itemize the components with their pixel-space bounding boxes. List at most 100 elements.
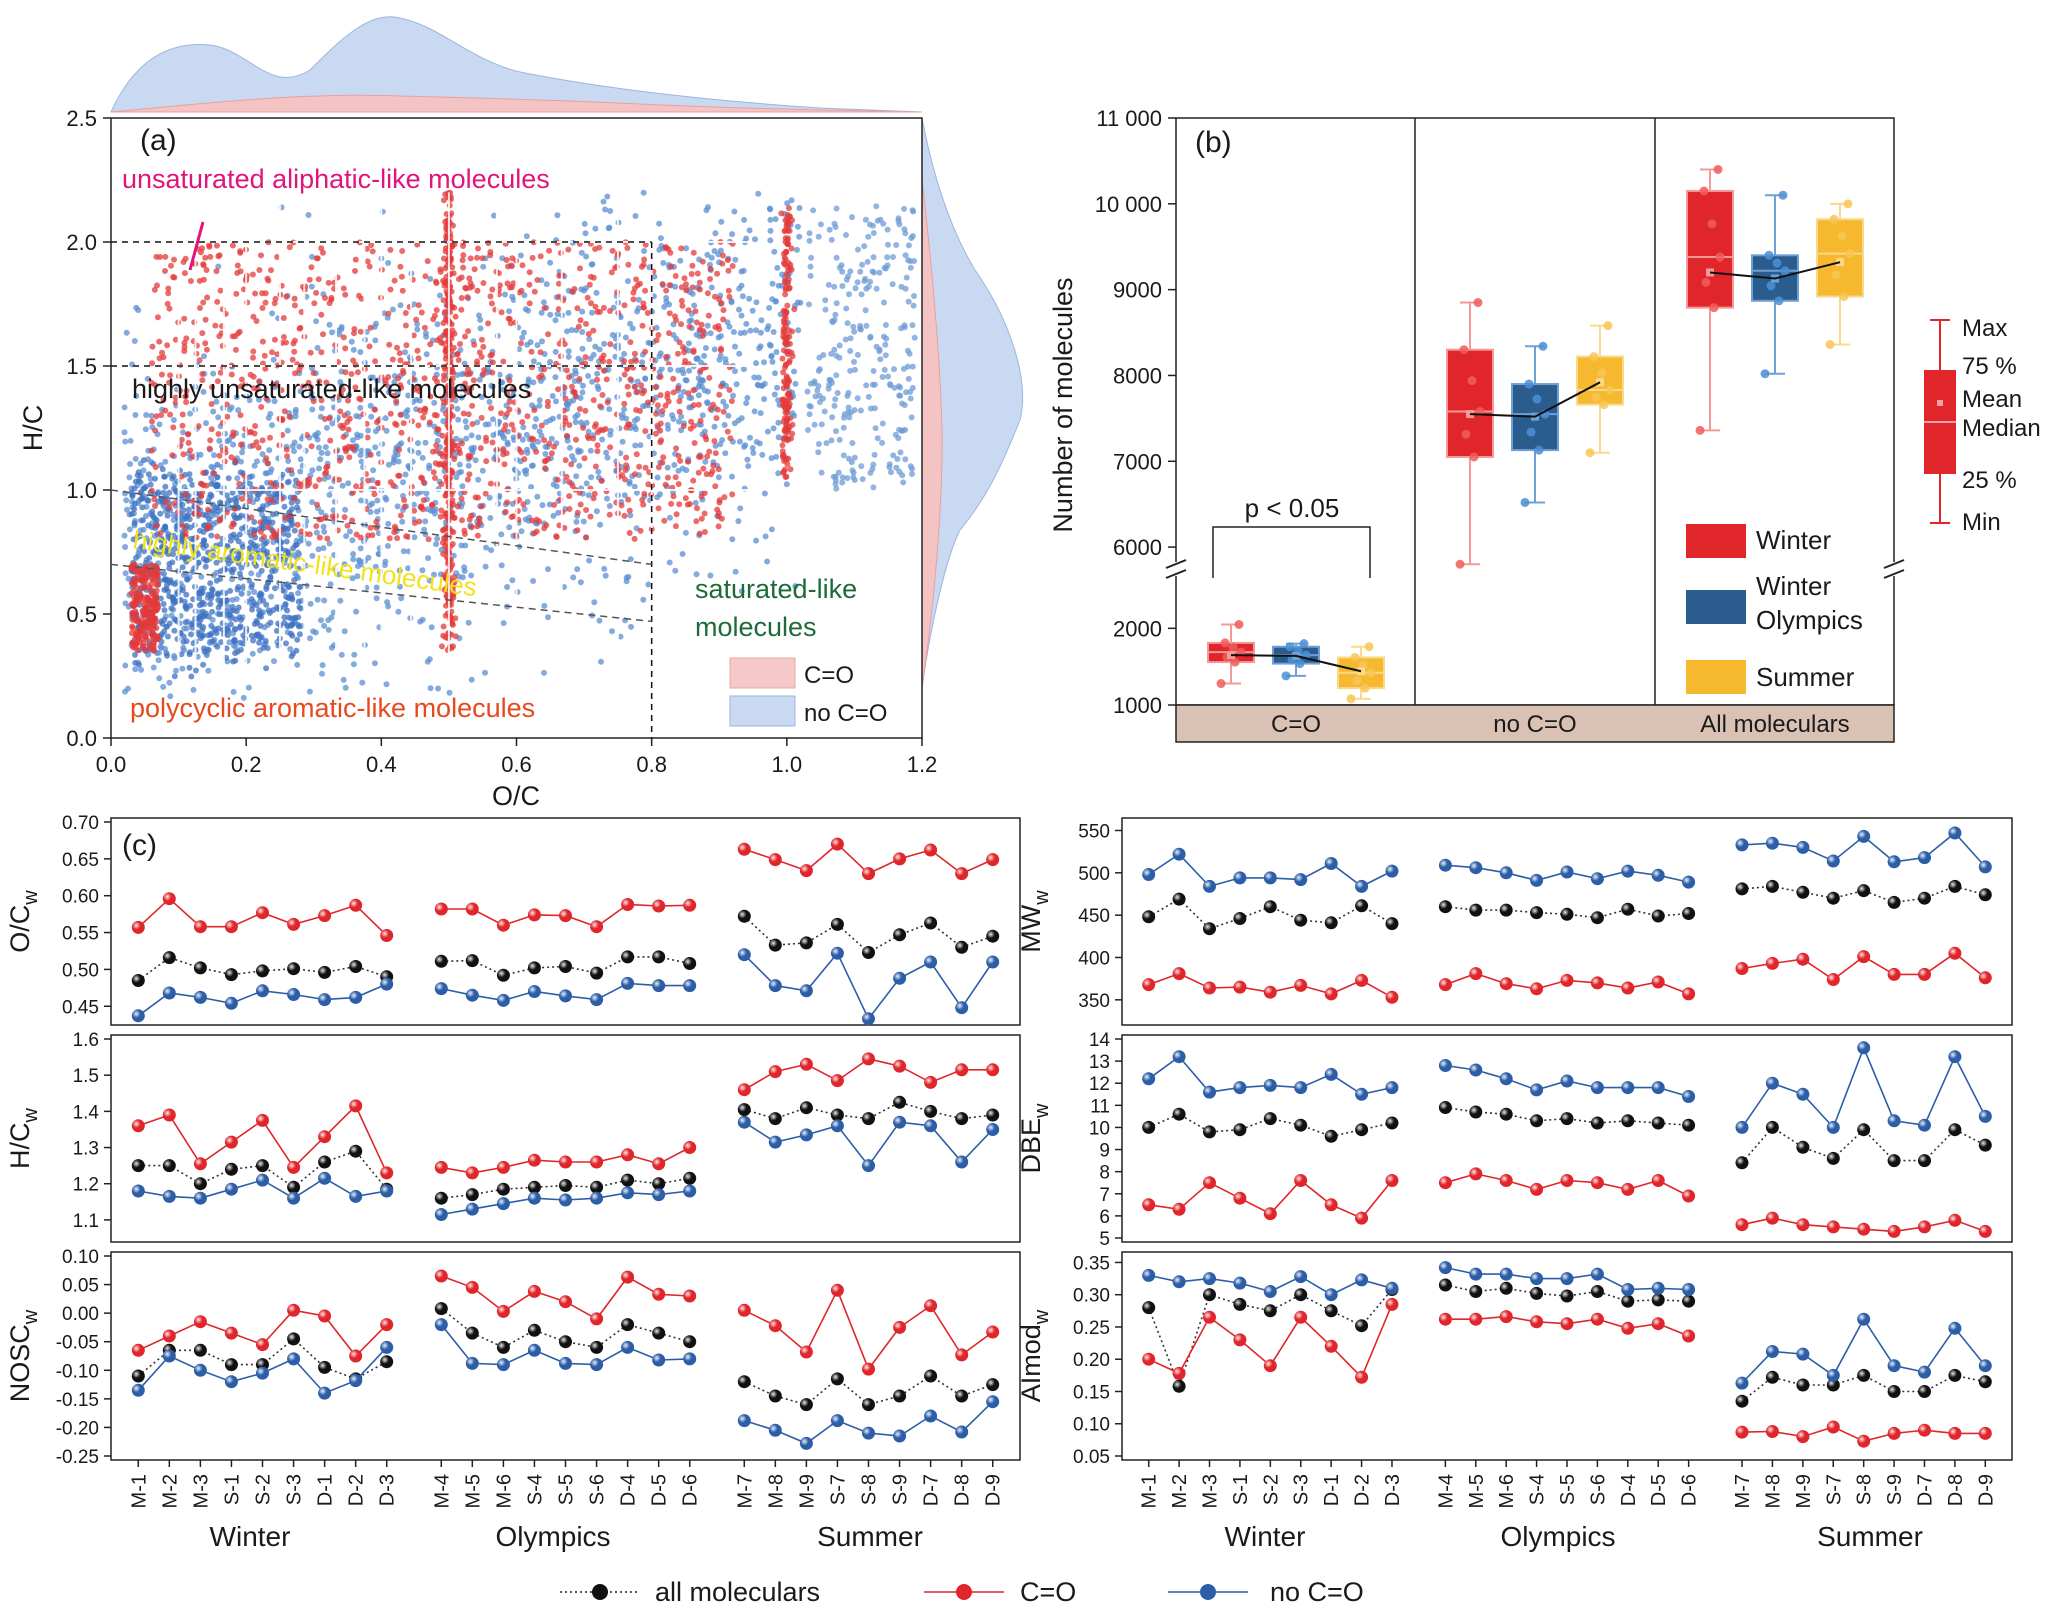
scatter-point [478,336,485,343]
scatter-point [576,406,583,412]
scatter-point [349,575,356,582]
series-point-highlight [683,979,697,993]
series-point-highlight [380,929,394,942]
scatter-point [831,402,838,409]
scatter-point [475,476,482,483]
scatter-point [576,462,583,469]
scatter-point [858,463,865,470]
scatter-point [350,357,357,364]
scatter-point [607,208,614,214]
scatter-point [225,627,232,634]
scatter-point [217,287,224,294]
series-point-highlight [768,979,782,993]
scatter-point [253,632,260,639]
scatter-point [250,442,257,449]
scatter-point [882,322,889,328]
scatter-point [722,450,729,457]
scatter-point [208,426,215,433]
scatter-point [702,433,709,440]
scatter-point [836,264,843,271]
scatter-point [784,211,791,218]
series-point-highlight [162,986,176,1000]
scatter-point [354,431,361,438]
scatter-point [681,349,688,356]
scatter-point [580,518,587,525]
data-dot [1845,249,1855,259]
scatter-point [772,298,779,305]
scatter-point [807,380,814,387]
series-point-highlight [924,843,938,857]
scatter-point [340,285,347,292]
scatter-point [595,386,602,392]
y-tick-label-a: 1.0 [66,478,97,503]
scatter-point [489,439,496,446]
scatter-point [902,456,909,463]
scatter-point [594,448,601,455]
series-point-highlight [1172,892,1186,906]
scatter-point [138,576,145,583]
scatter-point [753,327,759,334]
scatter-point [541,437,548,444]
scatter-point [313,523,320,530]
scatter-point [618,502,625,509]
scatter-point [666,514,673,521]
scatter-point [149,343,156,350]
scatter-point [291,439,298,446]
scatter-point [140,467,147,474]
scatter-point [772,370,778,377]
scatter-point [263,455,270,462]
scatter-point [682,495,689,502]
scatter-point [762,533,769,540]
scatter-point [402,471,409,478]
scatter-point [435,426,442,433]
scatter-point [691,440,698,446]
scatter-point [249,606,256,613]
scatter-point [438,643,445,650]
scatter-point [498,410,504,417]
scatter-point [652,430,659,437]
scatter-point [400,479,406,486]
series-point-highlight [683,957,697,970]
scatter-point [179,587,186,594]
scatter-point [621,492,628,499]
scatter-point [268,593,275,600]
scatter-point [342,684,349,691]
scatter-point [295,598,302,605]
scatter-point [133,641,140,647]
scatter-points [121,189,918,701]
scatter-point [342,506,349,513]
scatter-point [452,633,459,640]
scatter-point [666,282,673,289]
scatter-point [690,249,697,256]
scatter-point [662,481,669,488]
scatter-point [321,528,328,535]
scatter-point [170,424,177,431]
scatter-point [313,318,320,325]
scatter-point [352,256,359,263]
scatter-point [865,393,872,400]
data-dot [1299,639,1309,649]
scatter-point [905,375,912,382]
scatter-point [590,397,597,404]
scatter-point [318,349,325,356]
scatter-point [792,380,799,387]
scatter-point [415,302,422,309]
scatter-point [319,670,325,677]
scatter-point [260,597,267,604]
series-point-highlight [1530,906,1544,920]
scatter-point [791,368,797,375]
scatter-point [780,418,787,425]
scatter-point [254,458,260,465]
scatter-point [234,262,241,269]
scatter-point [678,297,685,304]
scatter-point [741,443,748,450]
scatter-point [429,501,435,508]
scatter-point [753,299,760,306]
scatter-point [460,410,467,417]
scatter-point [203,346,210,353]
scatter-point [879,420,886,427]
scatter-point [320,523,327,530]
scatter-point [356,557,362,564]
scatter-point [165,285,172,292]
scatter-point [553,534,560,540]
